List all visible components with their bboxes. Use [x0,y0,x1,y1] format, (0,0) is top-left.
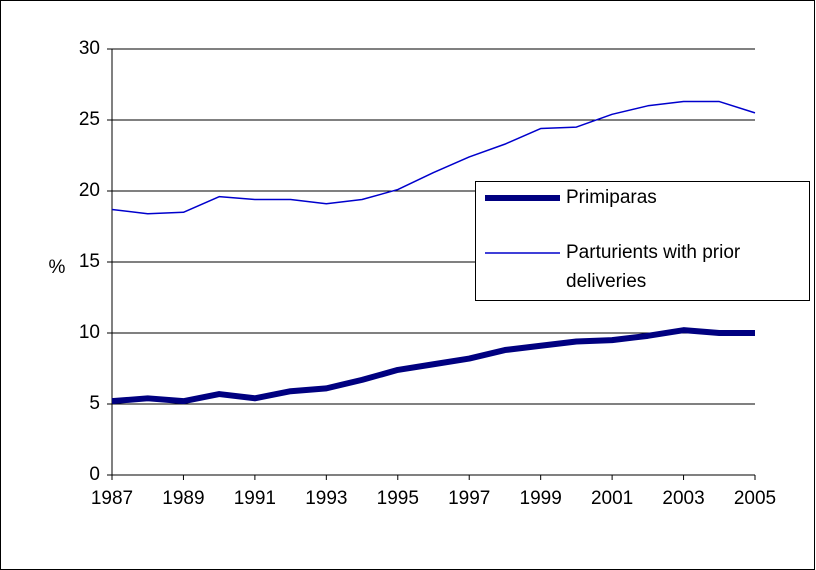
y-tick-label: 5 [89,393,100,414]
x-tick-label: 1993 [305,488,347,509]
series-line [111,100,756,215]
y-tick-label: 25 [79,109,100,130]
y-axis-label: % [49,257,66,278]
y-tick-label: 10 [79,322,100,343]
y-tick-label: 20 [79,180,100,201]
x-tick-label: 1999 [520,488,562,509]
legend-box [475,181,810,301]
x-tick-label: 2003 [662,488,704,509]
y-tick-label: 15 [79,251,100,272]
y-tick-label: 30 [79,38,100,59]
legend-label: Parturients with prior deliveries [566,242,741,292]
series-line [111,327,755,405]
y-tick-label: 0 [89,464,100,485]
x-tick-label: 1987 [91,488,133,509]
x-tick-label: 1989 [162,488,204,509]
x-tick-label: 1995 [377,488,419,509]
x-tick-label: 2005 [734,488,776,509]
x-tick-label: 1991 [234,488,276,509]
legend-label: Primiparas [566,187,657,208]
x-tick-label: 1997 [448,488,490,509]
x-tick-label: 2001 [591,488,633,509]
